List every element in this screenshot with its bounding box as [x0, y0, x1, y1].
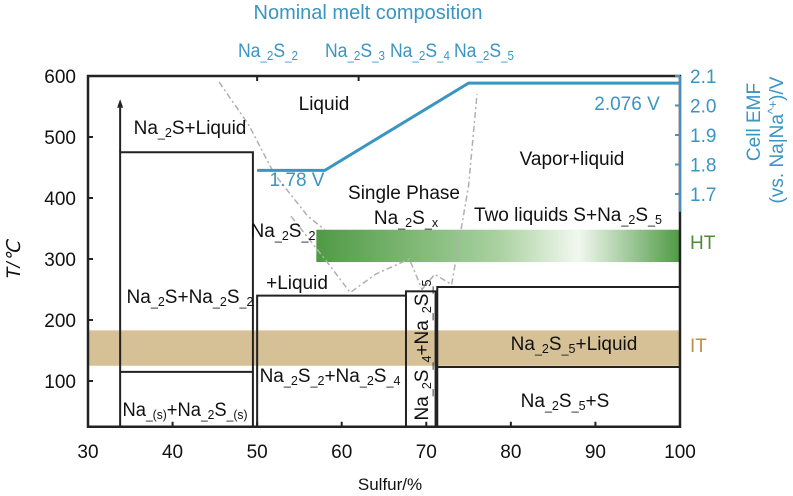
x-axis-title: Sulfur/% — [358, 475, 422, 494]
y-right-tick-label: 2.1 — [690, 67, 716, 88]
ht-band-label: HT — [690, 233, 716, 254]
arrow-head-icon — [117, 99, 124, 108]
y-right-tick-label: 2.0 — [690, 97, 716, 118]
region-label: Single Phase — [348, 183, 460, 204]
liquidus-dashed-line — [218, 81, 326, 231]
ht-band — [316, 229, 680, 263]
it-band-label: IT — [690, 336, 707, 357]
y-right-tick-label: 1.7 — [690, 185, 716, 206]
y-right-tick-label: 1.8 — [690, 156, 716, 177]
liquidus-dashed-line — [290, 94, 478, 294]
na2s5-boundary — [436, 286, 680, 427]
region-label: Liquid — [299, 94, 350, 115]
x-tick-label: 50 — [247, 442, 268, 463]
x-tick-label: 40 — [162, 442, 183, 463]
top-axis-title: Nominal melt composition — [254, 2, 483, 24]
y-right-axis-title: Cell EMF — [744, 83, 765, 161]
region-label: Na_2S+Na_2S_2 — [127, 287, 254, 309]
region-label: Na_2S+Liquid — [134, 118, 247, 140]
y-tick-label: 200 — [44, 311, 76, 332]
x-tick-label: 30 — [77, 442, 98, 463]
top-composition-label: Na_2S_4 — [390, 41, 450, 63]
x-tick-label: 60 — [331, 442, 352, 463]
region-label: Two liquids S+Na_2S_5 — [474, 205, 662, 227]
top-composition-label: Na_2S_2 — [238, 41, 298, 63]
y-tick-label: 600 — [44, 67, 76, 88]
y-right-axis-title: (vs. Na|Na^+)/V — [766, 76, 788, 203]
region-label: +Liquid — [266, 273, 328, 294]
top-composition-label: Na_2S_5 — [454, 41, 514, 63]
y-axis-title: T/℃ — [4, 238, 25, 279]
y-tick-label: 400 — [44, 189, 76, 210]
top-composition-label: Na_2S_3 — [325, 41, 385, 63]
region-label: Na_2S_5+S — [521, 391, 610, 413]
it-band — [88, 330, 680, 366]
x-tick-label: 90 — [585, 442, 606, 463]
plot-frame — [86, 74, 682, 428]
emf-label-2076: 2.076 V — [594, 94, 660, 115]
x-tick-label: 70 — [416, 442, 437, 463]
y-tick-label: 100 — [44, 372, 76, 393]
region-label: Vapor+liquid — [520, 149, 625, 170]
region-label: Na_2S_4+Na_2S_5 — [412, 280, 434, 421]
y-right-tick-label: 1.9 — [690, 126, 716, 147]
emf-label-178: 1.78 V — [270, 170, 325, 191]
na2s2-na2s4-boundary — [256, 294, 406, 427]
emf-line — [257, 81, 680, 172]
y-tick-label: 300 — [44, 250, 76, 271]
x-tick-label: 100 — [664, 442, 696, 463]
na2s-liquid-boundary — [119, 151, 254, 427]
region-label: Na_2S_x — [374, 208, 439, 230]
x-tick-label: 80 — [500, 442, 521, 463]
region-label: Na_2S_2+Na_2S_4 — [260, 366, 401, 388]
region-label: Na_(s)+Na_2S_(s) — [123, 400, 248, 422]
region-label: Na_2S_2 — [251, 221, 316, 243]
region-label: Na_2S_5+Liquid — [511, 334, 638, 356]
y-tick-label: 500 — [44, 128, 76, 149]
